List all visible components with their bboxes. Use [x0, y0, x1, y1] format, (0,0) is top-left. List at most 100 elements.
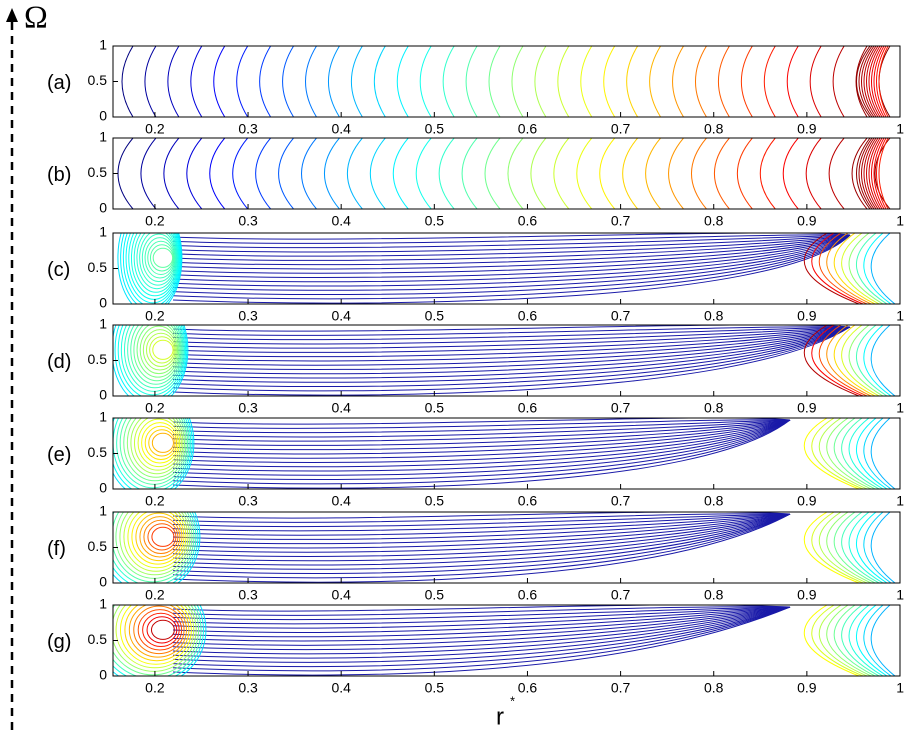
contour-line	[871, 138, 883, 209]
contour-line	[870, 418, 896, 489]
contour-line	[172, 513, 791, 532]
contour-line	[172, 326, 851, 370]
contour-line	[172, 419, 791, 438]
contour-line	[866, 46, 879, 117]
contour-field	[121, 46, 891, 117]
x-tick-label: 0.8	[704, 493, 724, 509]
x-tick-label: 0.5	[425, 400, 445, 416]
contour-line	[580, 46, 593, 117]
contour-line	[123, 512, 189, 572]
contour-line	[695, 46, 707, 117]
contour-line	[172, 234, 851, 274]
contour-line	[116, 418, 190, 489]
x-tick-label: 0.5	[425, 680, 445, 696]
x-tick-label: 0.7	[611, 213, 631, 229]
contour-line	[232, 138, 249, 209]
contour-line	[818, 325, 868, 396]
x-tick-label: 1	[896, 213, 904, 229]
contour-line	[553, 138, 570, 209]
x-tick-label: 0.8	[704, 213, 724, 229]
y-tick-label: 0.5	[88, 538, 108, 554]
contour-line	[150, 619, 175, 640]
x-tick-label: 0.7	[611, 587, 631, 603]
contour-line	[841, 233, 880, 304]
contour-line	[124, 605, 190, 662]
contour-line	[626, 46, 639, 117]
contour-line	[534, 46, 547, 117]
contour-line	[863, 512, 892, 583]
contour-line	[863, 46, 877, 117]
contour-line	[172, 606, 791, 659]
contour-line	[172, 606, 791, 638]
y-tick-label: 0	[99, 387, 107, 403]
contour-line	[392, 138, 409, 209]
x-tick-label: 0.7	[611, 308, 631, 324]
y-tick-label: 0	[99, 667, 107, 683]
x-tick-label: 0.3	[238, 493, 258, 509]
contour-line	[870, 512, 896, 583]
contour-line	[876, 46, 887, 117]
contour-line	[142, 612, 180, 647]
contour-line	[328, 46, 340, 117]
x-tick-label: 0.3	[238, 213, 258, 229]
contour-line	[649, 46, 662, 117]
contour-line	[172, 419, 791, 468]
x-tick-label: 0.9	[797, 587, 817, 603]
contour-line	[465, 46, 478, 117]
contour-line	[818, 605, 868, 676]
contour-line	[863, 233, 892, 304]
contour-line	[855, 512, 888, 583]
contour-line	[841, 512, 880, 583]
contour-line	[172, 419, 791, 481]
contour-line	[119, 605, 192, 665]
x-tick-label: 0.6	[518, 121, 538, 137]
contour-line	[172, 234, 851, 304]
x-tick-label: 0.4	[331, 308, 351, 324]
contour-line	[172, 326, 851, 349]
contour-line	[144, 237, 176, 279]
contour-line	[870, 605, 896, 676]
x-tick-label: 0.3	[238, 587, 258, 603]
x-tick-label: 0.9	[797, 213, 817, 229]
x-tick-label: 0.2	[145, 121, 165, 137]
contour-line	[213, 46, 226, 117]
contour-line	[172, 419, 791, 429]
contour-line	[172, 419, 791, 463]
contour-line	[172, 419, 791, 442]
y-tick-label: 1	[99, 503, 107, 519]
x-tick-label: 0.7	[611, 400, 631, 416]
contour-line	[172, 326, 851, 383]
x-tick-label: 0.6	[518, 587, 538, 603]
contour-line	[115, 605, 195, 669]
y-tick-label: 0	[99, 574, 107, 590]
contour-line	[172, 513, 791, 566]
contour-line	[172, 326, 851, 396]
contour-line	[672, 46, 684, 117]
contour-line	[172, 606, 791, 642]
contour-line	[123, 418, 187, 482]
contour-line	[848, 512, 884, 583]
x-tick-label: 0.6	[518, 680, 538, 696]
contour-line	[763, 46, 776, 117]
contour-line	[120, 233, 182, 304]
contour-line	[876, 138, 887, 209]
contour-line	[152, 247, 174, 268]
contour-line	[826, 605, 872, 676]
contour-line	[127, 325, 183, 389]
contour-field	[117, 233, 896, 304]
contour-line	[172, 234, 851, 249]
contour-line	[172, 419, 791, 476]
contour-line	[826, 325, 872, 396]
x-tick-label: 0.9	[797, 308, 817, 324]
contour-line	[133, 233, 179, 293]
contour-line	[856, 46, 871, 117]
x-tick-label: 1	[896, 587, 904, 603]
x-tick-label: 1	[896, 308, 904, 324]
contour-line	[172, 513, 791, 557]
contour-line	[855, 605, 888, 676]
contour-line	[172, 513, 791, 570]
contour-line	[863, 138, 877, 209]
y-tick-label: 1	[99, 409, 107, 425]
y-tick-label: 1	[99, 129, 107, 145]
x-tick-label: 0.3	[238, 680, 258, 696]
